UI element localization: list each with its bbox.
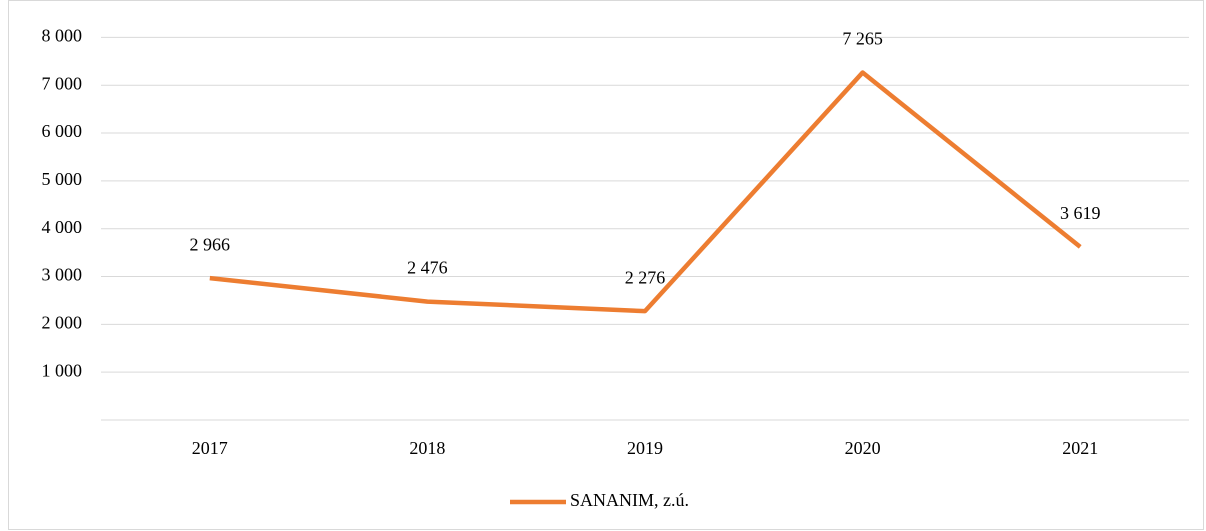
x-tick-label: 2017	[192, 438, 228, 458]
chart-frame	[8, 0, 1204, 530]
x-tick-label: 2019	[627, 438, 663, 458]
y-tick-label: 5 000	[42, 169, 83, 189]
legend-label: SANANIM, z.ú.	[570, 490, 689, 510]
x-tick-label: 2018	[409, 438, 445, 458]
y-tick-label: 7 000	[42, 73, 83, 93]
y-tick-label: 2 000	[42, 312, 83, 332]
data-label: 2 966	[190, 234, 231, 254]
y-tick-label: 1 000	[42, 360, 83, 380]
data-label: 2 276	[625, 267, 666, 287]
y-tick-label: 8 000	[42, 26, 83, 46]
data-line	[209, 70, 1082, 314]
x-tick-label: 2021	[1062, 438, 1098, 458]
y-tick-label: 4 000	[42, 217, 83, 237]
data-label: 7 265	[842, 29, 883, 49]
x-tick-label: 2020	[845, 438, 881, 458]
y-tick-label: 6 000	[42, 121, 83, 141]
data-label: 2 476	[407, 258, 448, 278]
y-tick-label: 3 000	[42, 265, 83, 285]
data-label: 3 619	[1060, 203, 1101, 223]
